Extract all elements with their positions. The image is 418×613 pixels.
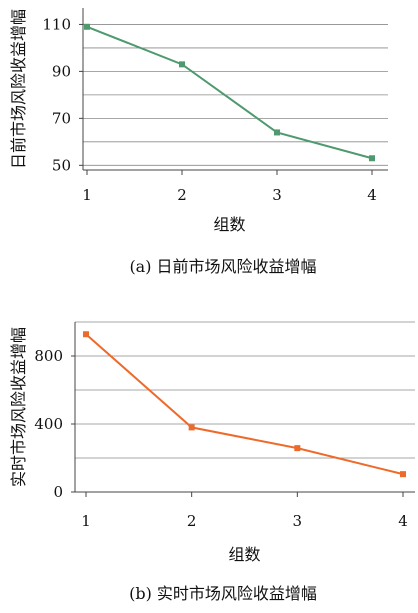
x-tick-label: 2 [187,512,197,530]
y-tick-label: 400 [34,415,63,433]
caption-a: (a) 日前市场风险收益增幅 [129,257,316,276]
y-tick-label: 110 [42,15,71,33]
data-point [274,129,280,136]
data-point [294,445,301,452]
data-points-a [84,23,375,162]
data-point [369,155,375,162]
chart-a: 50 70 90 110 1 2 3 4 日前市场风险收益增幅 组数 (a) 日前市场风险收… [9,8,388,276]
x-tick-label: 3 [293,512,303,530]
x-axis-label-b: 组数 [228,545,260,564]
data-point [400,471,406,478]
y-tick-label: 70 [52,109,71,127]
y-tick-label: 90 [52,62,71,80]
caption-b: (b) 实时市场风险收益增幅 [129,584,317,603]
series-line-a [86,25,373,160]
y-ticks-b: 0 400 800 [34,347,75,501]
y-axis-label-a: 日前市场风险收益增幅 [9,9,28,169]
x-axis-label-a: 组数 [213,215,245,234]
x-tick-label: 1 [82,186,92,204]
x-tick-label: 4 [398,512,408,530]
data-point [179,61,185,68]
x-ticks-a: 1 2 3 4 [82,170,377,204]
x-tick-label: 3 [272,186,282,204]
data-point [188,424,195,431]
y-tick-label: 0 [53,483,63,501]
x-ticks-b: 1 2 3 4 [81,492,408,530]
y-tick-label: 800 [34,347,63,365]
data-points-b [83,331,406,478]
y-tick-label: 50 [52,156,71,174]
x-tick-label: 2 [177,186,187,204]
series-line-b [85,333,404,476]
x-tick-label: 1 [81,512,91,530]
grid-lines-b [75,321,415,459]
y-ticks-a: 50 70 90 110 [42,15,83,174]
chart-b: 0 400 800 1 2 3 4 实时市场风险收益增幅 组数 (b) 实时市场风险收益增… [9,321,415,603]
data-point [84,23,90,30]
y-axis-label-b: 实时市场风险收益增幅 [9,327,28,487]
data-point [83,331,89,338]
x-tick-label: 4 [367,186,377,204]
grid-lines-a [83,24,388,166]
